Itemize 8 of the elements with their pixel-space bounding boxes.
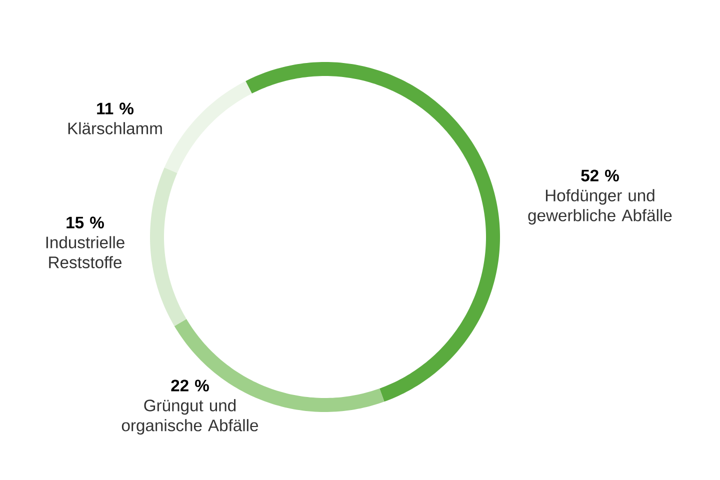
slice-label: Klärschlamm [68, 122, 162, 134]
slice-label: Grüngut und organische Abfälle [122, 399, 258, 435]
data-label: 15 % [66, 216, 104, 228]
data-label: 11 % [97, 102, 134, 114]
slice-label: Hofdünger und gewerbliche Abfälle [528, 189, 672, 225]
data-label: 22 % [171, 380, 209, 392]
slice-label: Industrielle Reststoffe [46, 236, 124, 268]
data-label: 52 % [581, 170, 619, 182]
